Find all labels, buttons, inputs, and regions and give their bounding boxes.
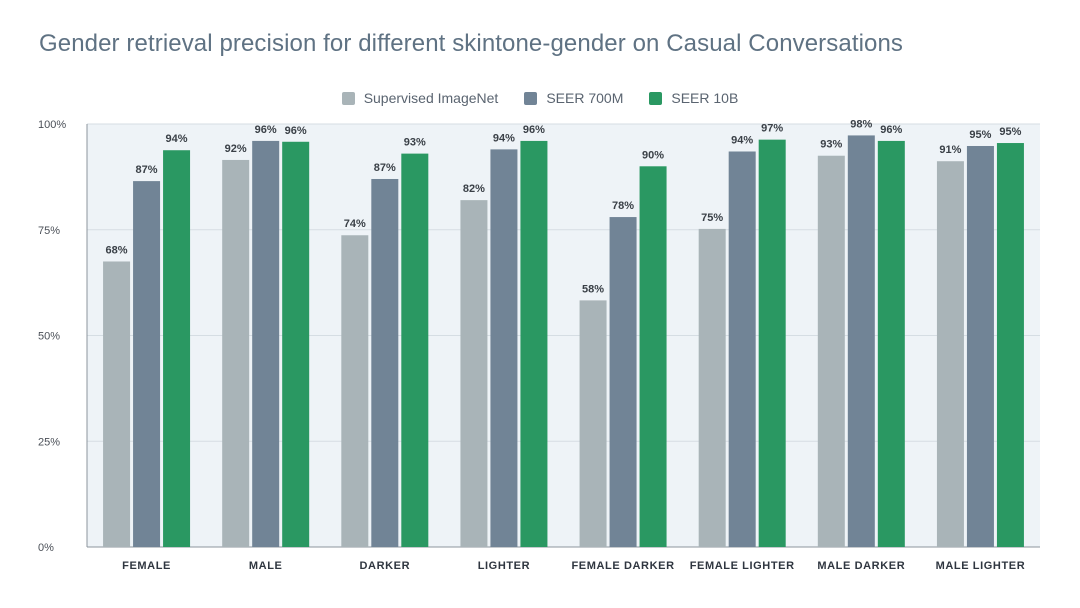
x-tick-label: MALE LIGHTER (936, 560, 1026, 572)
data-label: 96% (285, 125, 307, 137)
bar (996, 143, 1024, 547)
data-label: 96% (880, 124, 902, 136)
legend-label-seer-10b: SEER 10B (671, 90, 739, 106)
x-tick-label: MALE (249, 560, 283, 572)
chart-title: Gender retrieval precision for different… (39, 30, 904, 57)
bar (847, 135, 875, 547)
legend-label-seer-700m: SEER 700M (546, 90, 624, 106)
x-tick-label: LIGHTER (478, 560, 530, 572)
x-tick-label: FEMALE LIGHTER (690, 560, 795, 572)
data-label: 92% (225, 143, 247, 155)
data-label: 91% (939, 144, 961, 156)
y-tick-label: 100% (38, 119, 66, 131)
bar (401, 153, 429, 548)
y-tick-label: 75% (38, 225, 60, 237)
bar (936, 161, 964, 547)
bar (698, 228, 726, 548)
data-label: 82% (463, 183, 485, 195)
y-tick-label: 50% (38, 331, 60, 343)
legend-swatch-seer-10b (649, 91, 663, 105)
bar (222, 159, 250, 547)
bar (639, 166, 667, 548)
bar (877, 140, 905, 548)
data-label: 98% (850, 118, 872, 130)
bar (103, 261, 131, 547)
data-label: 95% (999, 126, 1021, 138)
data-label: 94% (731, 134, 753, 146)
legend-swatch-seer-700m (524, 91, 538, 105)
bar (252, 140, 280, 548)
bar (341, 235, 369, 547)
data-label: 74% (344, 218, 366, 230)
data-label: 94% (166, 133, 188, 145)
data-label: 75% (701, 212, 723, 224)
legend-swatch-supervised-imagenet (341, 91, 355, 105)
bar (490, 149, 518, 547)
x-tick-label: DARKER (359, 560, 410, 572)
bar (133, 181, 161, 548)
bar (282, 141, 310, 548)
x-tick-label: FEMALE DARKER (571, 560, 674, 572)
bar (371, 178, 399, 548)
legend-label-supervised-imagenet: Supervised ImageNet (363, 90, 499, 106)
data-label: 96% (255, 124, 277, 136)
data-label: 90% (642, 149, 664, 161)
bar (966, 145, 994, 547)
legend: Supervised ImageNet SEER 700M SEER 10B (0, 90, 1080, 106)
x-tick-label: MALE DARKER (817, 560, 905, 572)
data-label: 68% (106, 244, 128, 256)
bar (460, 200, 488, 547)
bar (609, 217, 637, 547)
data-label: 94% (493, 132, 515, 144)
legend-item-supervised-imagenet: Supervised ImageNet (341, 90, 499, 106)
data-label: 93% (820, 139, 842, 151)
bar (579, 300, 607, 547)
y-tick-label: 25% (38, 436, 60, 448)
data-label: 87% (136, 164, 158, 176)
data-label: 93% (404, 137, 426, 149)
data-label: 95% (969, 129, 991, 141)
bar (728, 151, 756, 547)
data-label: 78% (612, 200, 634, 212)
legend-item-seer-10b: SEER 10B (649, 90, 738, 106)
data-label: 96% (523, 124, 545, 136)
data-label: 97% (761, 123, 783, 135)
data-label: 58% (582, 283, 604, 295)
bar (520, 140, 548, 548)
legend-item-seer-700m: SEER 700M (524, 90, 623, 106)
bar (163, 150, 191, 547)
bar (817, 155, 845, 547)
y-tick-label: 0% (38, 542, 54, 554)
bar (758, 139, 786, 547)
x-tick-label: FEMALE (122, 560, 171, 572)
data-label: 87% (374, 162, 396, 174)
